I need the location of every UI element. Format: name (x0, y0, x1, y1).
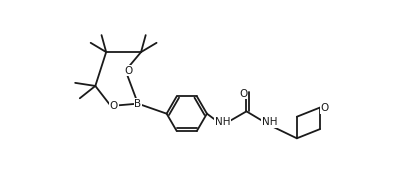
Text: O: O (239, 89, 247, 99)
Text: NH: NH (215, 117, 230, 127)
Text: O: O (110, 101, 118, 111)
Text: O: O (125, 66, 133, 76)
Text: NH: NH (262, 117, 277, 127)
Text: O: O (321, 103, 329, 113)
Text: B: B (134, 99, 141, 109)
